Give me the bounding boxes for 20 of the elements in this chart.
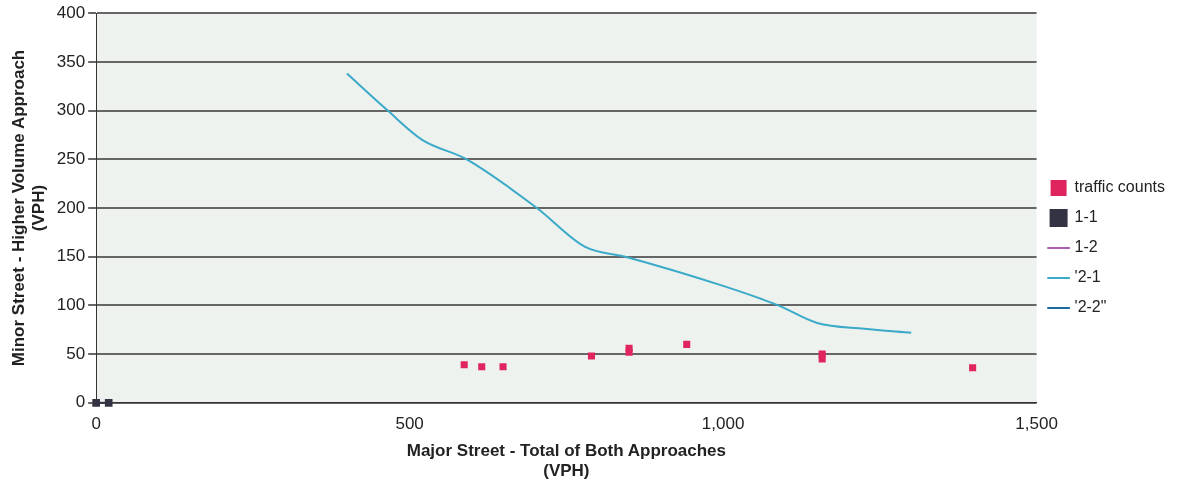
x-tick-label: 0 — [91, 413, 101, 433]
legend-label: 1-2 — [1074, 238, 1098, 256]
legend-label: '2-1 — [1074, 268, 1101, 286]
x-tick-label: 1,500 — [1015, 413, 1058, 433]
y-tick-label: 400 — [56, 2, 86, 22]
legend-label: '2-2" — [1074, 298, 1107, 316]
y-tick-label: 200 — [56, 197, 86, 217]
y-axis-title: Minor Street - Higher Volume Approach (VPH) — [8, 49, 49, 367]
legend-label: traffic counts — [1074, 178, 1166, 196]
x-tick-label: 1,000 — [701, 413, 745, 433]
y-tick-label: 250 — [56, 148, 86, 168]
y-tick-label: 300 — [56, 100, 86, 120]
legend-label: 1-1 — [1074, 208, 1098, 226]
y-tick-label: 150 — [56, 246, 86, 266]
x-tick-label: 500 — [395, 413, 424, 433]
y-tick-label: 100 — [56, 295, 86, 315]
y-tick-label: 0 — [75, 392, 86, 412]
y-tick-label: 50 — [66, 343, 86, 363]
x-axis-title: Major Street - Total of Both Approaches (VPH) — [406, 441, 726, 481]
y-tick-label: 350 — [56, 51, 86, 71]
